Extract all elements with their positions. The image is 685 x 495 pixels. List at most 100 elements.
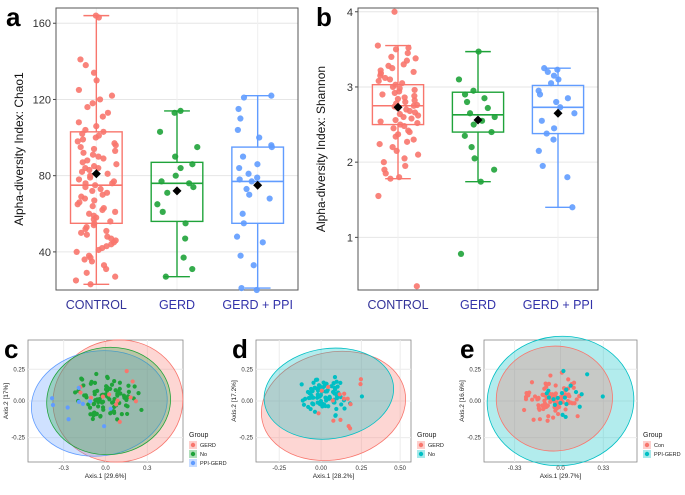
data-point xyxy=(108,92,116,99)
data-point xyxy=(389,65,396,72)
data-point xyxy=(182,220,189,227)
data-point xyxy=(250,262,257,269)
legend-title: Group xyxy=(189,432,209,439)
data-point xyxy=(92,392,97,397)
data-point xyxy=(463,98,471,106)
data-point xyxy=(236,164,243,172)
data-point xyxy=(382,74,389,82)
data-point xyxy=(402,162,409,170)
data-point xyxy=(65,405,70,410)
data-point xyxy=(414,151,422,158)
mean-marker xyxy=(253,180,263,190)
data-point xyxy=(117,386,122,391)
data-point xyxy=(359,394,365,399)
y-axis-label: Axis.2 [17%] xyxy=(3,383,10,419)
data-point xyxy=(81,256,88,263)
data-point xyxy=(481,95,488,102)
x-tick-label: 0.0 xyxy=(101,466,110,472)
data-point xyxy=(96,404,101,409)
data-point xyxy=(159,208,166,215)
y-tick-label: 0.00 xyxy=(469,399,481,405)
data-point xyxy=(89,203,96,210)
data-point xyxy=(82,225,89,233)
data-point xyxy=(82,62,89,69)
data-point xyxy=(136,390,141,396)
data-point xyxy=(49,396,55,401)
data-point xyxy=(337,392,342,397)
data-point xyxy=(527,390,532,395)
data-point xyxy=(392,133,399,140)
data-point xyxy=(316,383,322,388)
legend-key-point xyxy=(190,442,196,448)
data-point xyxy=(86,210,93,217)
data-point xyxy=(95,14,102,21)
data-point xyxy=(239,153,247,160)
data-point xyxy=(379,91,386,98)
data-point xyxy=(377,72,384,79)
data-point xyxy=(358,382,363,387)
data-point xyxy=(470,87,477,94)
data-point xyxy=(73,390,78,395)
x-axis-label: Axis.1 [29.6%] xyxy=(85,473,127,480)
data-point xyxy=(76,399,81,405)
data-point xyxy=(177,164,184,172)
y-tick-label: 80 xyxy=(39,171,51,183)
data-point xyxy=(403,138,411,145)
data-point xyxy=(125,404,130,409)
data-point xyxy=(537,417,543,422)
x-axis-label: Axis.1 [28.2%] xyxy=(313,473,355,480)
data-point xyxy=(329,384,334,389)
data-point xyxy=(124,369,129,374)
data-point xyxy=(338,380,343,385)
x-category-label: GERD + PPI xyxy=(222,298,293,312)
data-point xyxy=(76,385,81,390)
legend-key-point xyxy=(418,451,424,457)
data-point xyxy=(268,143,275,151)
data-point xyxy=(253,286,260,294)
legend-key-point xyxy=(190,451,196,457)
data-point xyxy=(348,402,353,407)
data-point xyxy=(391,89,398,97)
legend-item: PPI-GERD xyxy=(200,461,227,467)
data-point xyxy=(414,119,421,127)
data-point xyxy=(190,184,197,191)
mean-marker xyxy=(91,169,101,179)
data-point xyxy=(75,176,83,183)
data-point xyxy=(532,394,538,399)
legend-item: Con xyxy=(654,443,664,449)
data-point xyxy=(389,83,397,91)
data-point xyxy=(546,395,551,400)
data-point xyxy=(311,395,316,400)
data-point xyxy=(89,100,96,107)
data-point xyxy=(548,373,553,378)
legend-item: PPI-GERD xyxy=(654,452,681,458)
y-tick-label: 1 xyxy=(347,232,353,244)
y-axis-label: Alpha-diversity Index: Chao1 xyxy=(12,72,26,226)
data-point xyxy=(461,132,468,139)
data-point xyxy=(585,372,590,377)
data-point xyxy=(326,384,331,390)
data-point xyxy=(108,241,115,248)
data-point xyxy=(545,418,550,423)
data-point xyxy=(299,382,304,387)
data-point xyxy=(567,394,572,399)
data-point xyxy=(332,375,338,380)
data-point xyxy=(531,417,536,422)
y-tick-label: 0.00 xyxy=(241,399,253,405)
y-tick-label: 0.00 xyxy=(13,399,25,405)
data-point xyxy=(92,182,99,189)
data-point xyxy=(346,424,351,429)
data-point xyxy=(557,104,564,111)
data-point xyxy=(544,68,551,76)
data-point xyxy=(536,91,544,98)
data-point xyxy=(79,136,87,143)
data-point xyxy=(414,112,422,119)
data-point xyxy=(194,143,201,151)
data-point xyxy=(99,113,106,120)
x-tick-label: -0.3 xyxy=(58,466,69,472)
data-point xyxy=(189,161,196,168)
data-point xyxy=(571,385,576,390)
data-point xyxy=(399,80,406,87)
data-point xyxy=(376,141,383,148)
